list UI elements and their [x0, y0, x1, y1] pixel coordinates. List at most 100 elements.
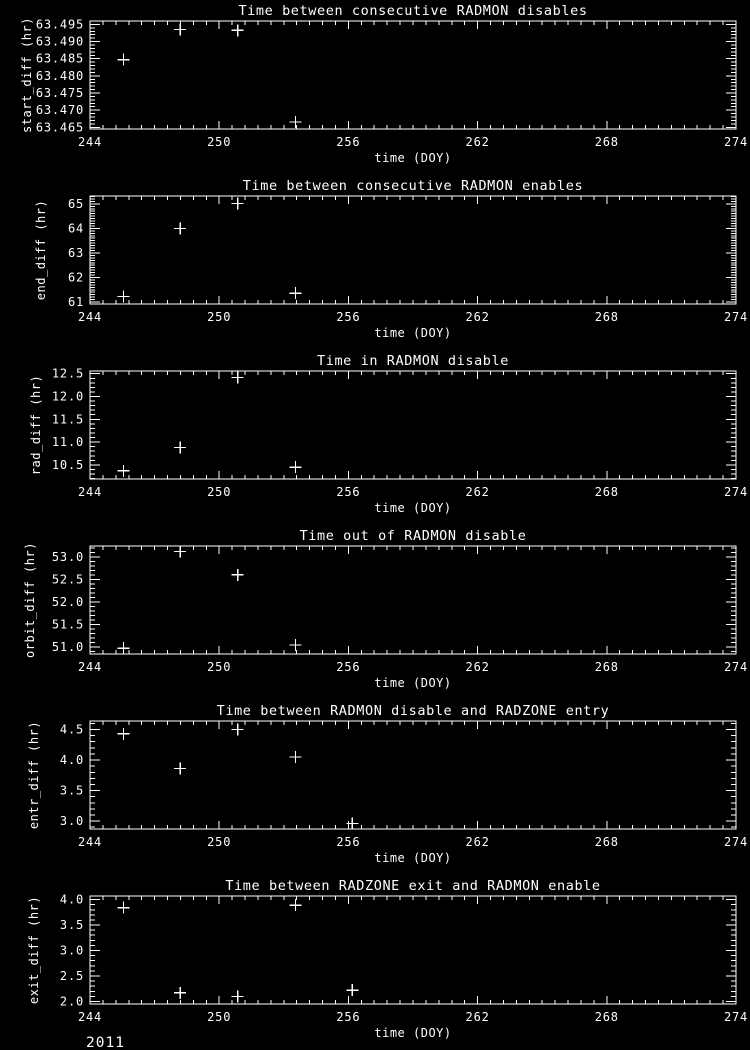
chart-panel-end-diff: 244 250 256 262 268 274 61 62 63 64 65 Time between…: [0, 175, 750, 350]
x-tick-label: 244: [78, 835, 102, 849]
y-tick-label: 3.5: [60, 918, 84, 932]
x-tick-label: 244: [78, 1010, 102, 1024]
x-tick-label: 250: [207, 310, 231, 324]
x-tick-label: 274: [724, 485, 748, 499]
x-tick-label: 250: [207, 660, 231, 674]
data-point-marker: [231, 723, 244, 736]
data-points: [117, 197, 302, 303]
data-point-marker: [117, 464, 130, 477]
y-tick-label: 4.0: [60, 893, 84, 907]
y-tick-label: 2.0: [60, 994, 84, 1008]
x-tick-label: 256: [336, 310, 360, 324]
y-tick-label: 4.5: [60, 723, 84, 737]
x-tick-label: 262: [466, 485, 490, 499]
chart-panel-exit-diff: 244 250 256 262 268 274 2.0 2.5 3.0 3.5 4.0 Time be…: [0, 875, 750, 1050]
chart-title: Time between RADZONE exit and RADMON ena…: [225, 878, 600, 894]
y-tick-label: 63.470: [36, 103, 84, 117]
data-point-marker: [174, 762, 187, 775]
y-tick-label: 64: [68, 221, 84, 235]
y-tick-label: 11.0: [52, 435, 84, 449]
data-point-marker: [174, 23, 187, 36]
data-point-marker: [289, 116, 302, 129]
data-point-marker: [231, 568, 244, 581]
y-tick-label: 3.0: [60, 944, 84, 958]
chart-panel-start-diff: 244 250 256 262 268 274 63.465 63.470 63.475 63.4…: [0, 0, 750, 175]
y-tick-label: 51.0: [52, 640, 84, 654]
data-point-marker: [174, 986, 187, 999]
y-tick-label: 63.485: [36, 52, 84, 66]
x-axis-label: time (DOY): [374, 151, 451, 165]
y-tick-label: 10.5: [52, 458, 84, 472]
x-tick-label: 244: [78, 660, 102, 674]
data-points: [117, 899, 359, 1003]
x-tick-label: 262: [466, 1010, 490, 1024]
y-tick-label: 52.0: [52, 595, 84, 609]
x-tick-label: 256: [336, 485, 360, 499]
x-tick-label: 256: [336, 835, 360, 849]
x-tick-label: 268: [595, 485, 619, 499]
data-point-marker: [289, 287, 302, 300]
x-tick-label: 268: [595, 1010, 619, 1024]
y-tick-label: 63.475: [36, 86, 84, 100]
y-axis-label: orbit_diff (hr): [23, 542, 37, 658]
x-tick-label: 250: [207, 485, 231, 499]
data-point-marker: [117, 727, 130, 740]
data-point-marker: [231, 24, 244, 37]
plot-frame: [89, 195, 737, 305]
y-axis-label: entr_diff (hr): [27, 721, 41, 829]
chart-panel-entr-diff: 244 250 256 262 268 274 3.0 3.5 4.0 4.5 Time betwe…: [0, 700, 750, 875]
x-tick-label: 262: [466, 660, 490, 674]
data-point-marker: [117, 290, 130, 303]
x-tick-label: 244: [78, 135, 102, 149]
x-axis-label: time (DOY): [374, 501, 451, 515]
plot-frame: [89, 895, 737, 1005]
y-tick-label: 61: [68, 295, 84, 309]
chart-panel-orbit-diff: 244 250 256 262 268 274 51.0 51.5 52.0 52.5 53.0 Ti…: [0, 525, 750, 700]
x-axis-label: time (DOY): [374, 326, 451, 340]
y-tick-label: 62: [68, 270, 84, 284]
plot-frame: [89, 720, 737, 830]
data-points: [117, 723, 359, 830]
x-tick-label: 262: [466, 135, 490, 149]
scatter-plot: 244 250 256 262 268 274 63.465 63.470 63.475 63.4…: [20, 3, 748, 165]
year-label: 2011: [86, 1035, 125, 1050]
y-tick-label: 11.5: [52, 412, 84, 426]
chart-title: Time in RADMON disable: [317, 353, 509, 369]
scatter-plot: 244 250 256 262 268 274 61 62 63 64 65 Time between…: [34, 178, 747, 340]
y-axis-label: rad_diff (hr): [29, 375, 43, 475]
scatter-plot: 244 250 256 262 268 274 51.0 51.5 52.0 52.5 53.0 Ti…: [23, 528, 748, 690]
chart-panel-rad-diff: 244 250 256 262 268 274 10.5 11.0 11.5 12.0 12.5 Ti…: [0, 350, 750, 525]
data-point-marker: [289, 461, 302, 474]
data-point-marker: [117, 53, 130, 66]
x-tick-label: 274: [724, 135, 748, 149]
x-tick-label: 274: [724, 660, 748, 674]
x-tick-label: 262: [466, 310, 490, 324]
data-point-marker: [289, 639, 302, 651]
x-axis-label: time (DOY): [374, 851, 451, 865]
y-tick-label: 63.490: [36, 35, 84, 49]
x-tick-label: 274: [724, 1010, 748, 1024]
x-tick-label: 268: [595, 310, 619, 324]
y-tick-label: 51.5: [52, 617, 84, 631]
x-tick-label: 268: [595, 135, 619, 149]
data-points: [117, 23, 302, 129]
x-tick-label: 256: [336, 660, 360, 674]
data-point-marker: [231, 371, 244, 384]
scatter-plot: 244 250 256 262 268 274 3.0 3.5 4.0 4.5 Time betwe…: [27, 703, 747, 865]
y-tick-label: 4.0: [60, 753, 84, 767]
data-point-marker: [174, 441, 187, 454]
chart-title: Time between RADMON disable and RADZONE …: [217, 703, 610, 719]
y-tick-label: 63.465: [36, 120, 84, 134]
y-tick-label: 63: [68, 246, 84, 260]
y-axis-label: start_diff (hr): [20, 17, 34, 133]
data-point-marker: [117, 901, 130, 914]
x-tick-label: 256: [336, 1010, 360, 1024]
y-tick-label: 63.495: [36, 17, 84, 31]
data-point-marker: [346, 984, 359, 997]
x-tick-label: 250: [207, 135, 231, 149]
plot-frame: [89, 370, 737, 480]
data-point-marker: [174, 222, 187, 235]
y-tick-label: 53.0: [52, 550, 84, 564]
data-point-marker: [289, 899, 302, 912]
